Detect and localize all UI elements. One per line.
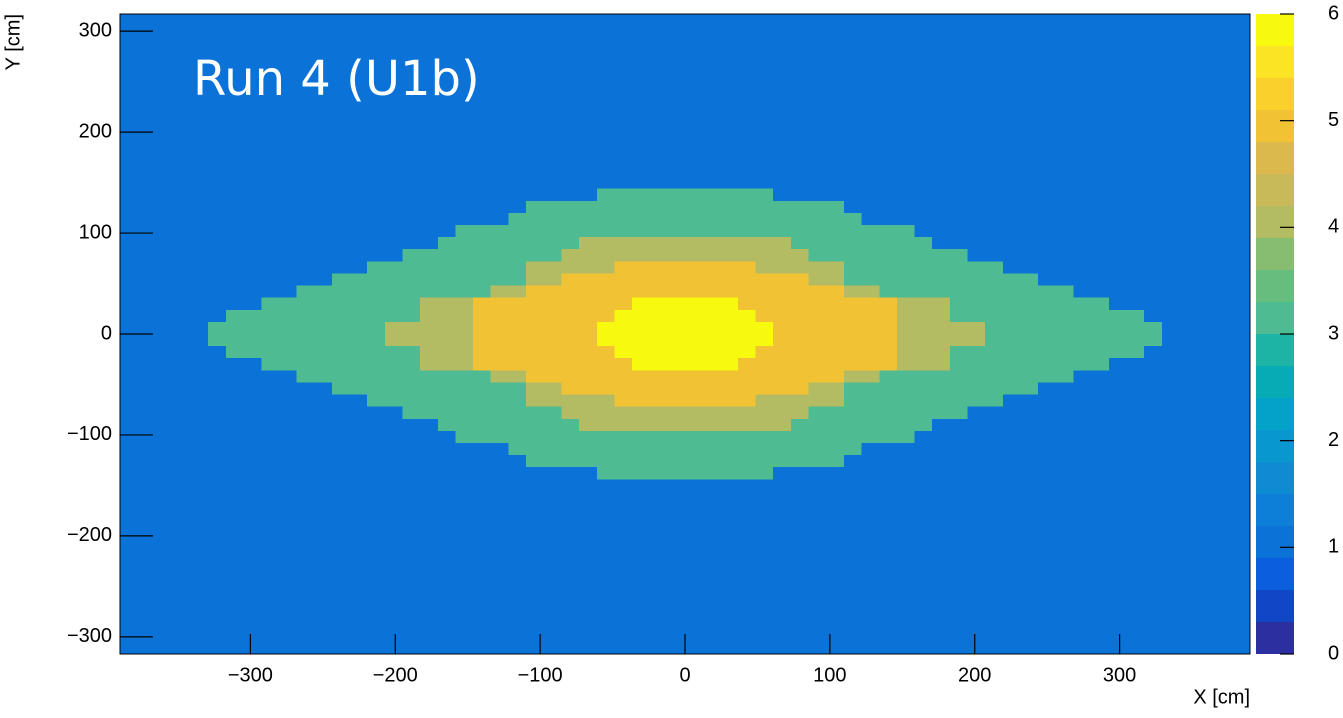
colorbar-swatch	[1256, 110, 1294, 142]
colorbar-swatch	[1256, 142, 1294, 174]
heatmap-cell	[631, 297, 739, 310]
heatmap-cell	[455, 224, 915, 238]
x-tick-label: 200	[958, 664, 991, 686]
colorbar-swatch	[1256, 462, 1294, 494]
z-tick-label: 2	[1328, 429, 1339, 451]
heatmap-cell	[455, 430, 915, 444]
heatmap-cell	[596, 188, 774, 201]
colorbar-swatch	[1256, 558, 1294, 590]
heatmap-cell	[614, 309, 756, 322]
y-tick-label: 0	[101, 322, 112, 344]
colorbar-swatch	[1256, 494, 1294, 526]
plot-layer	[120, 14, 1250, 654]
heatmap-cell	[561, 382, 809, 395]
colorbar-swatch	[1256, 302, 1294, 334]
heatmap-cell	[596, 321, 774, 347]
heatmap-cell	[508, 443, 862, 456]
y-axis-label: Y [cm]	[2, 14, 24, 70]
y-tick-label: −100	[67, 423, 112, 445]
heatmap-cell	[561, 406, 809, 419]
colorbar-swatch	[1256, 622, 1294, 654]
y-tick-label: 300	[79, 19, 112, 41]
x-tick-label: −200	[373, 664, 418, 686]
colorbar-swatch	[1256, 590, 1294, 622]
heatmap-cell	[508, 212, 862, 225]
x-tick-label: 100	[813, 664, 846, 686]
heatmap-cell	[561, 249, 809, 262]
heatmap-cell	[561, 273, 809, 286]
heatmap-cell	[614, 394, 756, 407]
heatmap-cell	[614, 346, 756, 359]
y-tick-label: −200	[67, 524, 112, 546]
x-tick-label: −300	[228, 664, 273, 686]
x-axis-label: X [cm]	[1193, 686, 1250, 708]
heatmap-cell	[526, 455, 844, 468]
z-tick-label: 1	[1328, 536, 1339, 558]
z-tick-label: 3	[1328, 322, 1339, 344]
z-tick-label: 5	[1328, 109, 1339, 131]
colorbar-swatch	[1256, 206, 1294, 238]
z-tick-label: 6	[1328, 2, 1339, 24]
y-tick-label: 200	[79, 120, 112, 142]
heatmap-cell	[579, 237, 791, 250]
colorbar-swatch	[1256, 270, 1294, 302]
colorbar-swatch	[1256, 526, 1294, 558]
heatmap-cell	[596, 467, 774, 480]
colorbar-swatch	[1256, 334, 1294, 366]
heatmap-cell	[526, 370, 844, 383]
x-tick-label: −100	[518, 664, 563, 686]
colorbar-swatch	[1256, 174, 1294, 206]
colorbar-swatch	[1256, 398, 1294, 430]
colorbar-swatch	[1256, 430, 1294, 462]
colorbar-swatch	[1256, 78, 1294, 110]
heatmap-cell	[579, 418, 791, 431]
z-tick-label: 0	[1328, 642, 1339, 664]
y-tick-label: 100	[79, 221, 112, 243]
y-tick-label: −300	[67, 625, 112, 647]
colorbar-swatch	[1256, 46, 1294, 78]
heatmap-cell	[631, 358, 739, 371]
colorbar-swatch	[1256, 14, 1294, 46]
chart-title: Run 4 (U1b)	[193, 51, 480, 107]
x-tick-label: 0	[679, 664, 690, 686]
colorbar-swatch	[1256, 366, 1294, 398]
colorbar-swatch	[1256, 238, 1294, 270]
heatmap-cell	[526, 200, 844, 213]
z-tick-label: 4	[1328, 216, 1339, 238]
heatmap-cell	[526, 285, 844, 298]
heatmap-cell	[614, 261, 756, 274]
x-tick-label: 300	[1103, 664, 1136, 686]
